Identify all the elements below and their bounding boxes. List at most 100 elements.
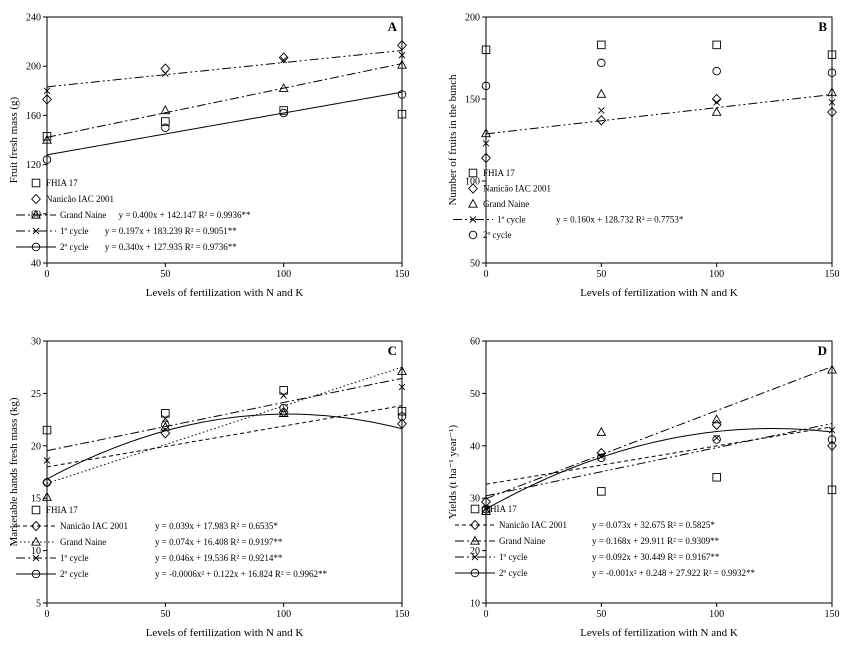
panel-letter: C xyxy=(388,343,397,358)
y-tick-label: 30 xyxy=(470,494,480,505)
x-tick-label: 150 xyxy=(825,609,840,620)
data-point-2-cycle xyxy=(481,81,491,91)
data-point-1-cycle xyxy=(598,107,605,114)
data-point-nanic-o-iac-2001 xyxy=(160,427,171,439)
y-tick-label: 240 xyxy=(26,13,41,24)
data-point-grand-naine xyxy=(397,366,407,376)
legend-equation-grand-naine: y = 0.400x + 142.147 R² = 0.9936** xyxy=(119,210,251,220)
data-point-fhia-17 xyxy=(712,40,721,50)
data-point-1-cycle xyxy=(482,505,490,512)
legend-label-fhia-17: FHIA 17 xyxy=(483,168,515,178)
fit-line-nanic-o-iac-2001 xyxy=(485,426,833,485)
legend-label-2-cycle: 2º cycle xyxy=(499,568,528,578)
y-axis-label: Marketable hands fresh mass (kg) xyxy=(8,397,20,546)
data-point-grand-naine xyxy=(711,414,722,424)
legend: FHIA 17 Nanicão IAC 2001 y = 0.039x + 17.9… xyxy=(16,505,327,579)
x-tick-label: 150 xyxy=(825,269,840,280)
data-point-nanic-o-iac-2001 xyxy=(160,63,171,74)
legend-label-fhia-17: FHIA 17 xyxy=(46,178,78,188)
chart-panel-d: 0 50 100 150 10 20 30 40 50 60 Levels of fertiliza… xyxy=(447,337,840,640)
legend-marker-fhia-17 xyxy=(31,178,41,188)
data-point-nanic-o-iac-2001 xyxy=(397,418,407,430)
data-point-fhia-17 xyxy=(279,106,288,115)
data-point-2-cycle xyxy=(42,478,52,487)
panel-letter: B xyxy=(818,19,827,34)
fit-line-2-cycle xyxy=(46,91,403,156)
y-tick-label: 120 xyxy=(26,160,41,171)
data-point-nanic-o-iac-2001 xyxy=(596,447,607,459)
y-tick-label: 30 xyxy=(31,337,41,348)
y-tick-label: 50 xyxy=(470,259,480,270)
data-point-nanic-o-iac-2001 xyxy=(42,94,52,105)
legend-label-grand-naine: Grand Naine xyxy=(60,210,106,220)
legend-marker-fhia-17 xyxy=(470,504,480,514)
legend-label-grand-naine: Grand Naine xyxy=(60,537,106,547)
legend-marker-grand-naine xyxy=(31,536,41,546)
x-tick-label: 50 xyxy=(160,609,170,620)
data-point-1-cycle xyxy=(162,70,169,77)
data-point-2-cycle xyxy=(481,504,491,514)
y-tick-label: 100 xyxy=(465,177,480,188)
data-point-grand-naine xyxy=(827,364,837,374)
fit-line-nanic-o-iac-2001 xyxy=(46,405,403,468)
data-point-grand-naine xyxy=(42,491,52,501)
data-point-fhia-17 xyxy=(42,425,52,435)
fit-line-1-cycle xyxy=(485,94,833,135)
y-tick-label: 10 xyxy=(470,599,480,610)
data-point-1-cycle xyxy=(280,392,287,399)
y-tick-label: 50 xyxy=(470,389,480,400)
chart-panel-c: 0 50 100 150 5 10 15 20 25 30 Levels of fertilizat… xyxy=(8,337,410,640)
y-tick-label: 25 xyxy=(31,389,41,400)
legend-label-fhia-17: FHIA 17 xyxy=(485,504,517,514)
legend-equation-nanic-o-iac-2001: y = 0.039x + 17.983 R² = 0.6535* xyxy=(155,521,278,531)
data-point-1-cycle xyxy=(828,98,836,106)
legend-label-nanic-o-iac-2001: Nanicão IAC 2001 xyxy=(60,521,128,531)
legend: FHIA 17 Nanicão IAC 2001 Grand Naine y = 0.… xyxy=(16,178,251,252)
legend-equation-2-cycle: y = -0.0006x² + 0.122x + 16.824 R² = 0.9… xyxy=(155,569,327,579)
x-tick-label: 0 xyxy=(484,609,489,620)
y-tick-label: 40 xyxy=(31,259,41,270)
y-axis-label: Yields (t ha⁻¹ year⁻¹) xyxy=(447,425,459,520)
data-point-nanic-o-iac-2001 xyxy=(42,477,52,488)
y-tick-label: 40 xyxy=(470,441,480,452)
plot-frame xyxy=(46,340,403,604)
x-tick-label: 0 xyxy=(45,609,50,620)
legend-marker-nanic-o-iac-2001 xyxy=(31,520,41,532)
legend-label-2-cycle: 2º cycle xyxy=(60,242,89,252)
data-point-fhia-17 xyxy=(397,406,407,416)
data-point-grand-naine xyxy=(596,88,607,98)
x-axis-label: Levels of fertilization with N and K xyxy=(146,287,304,299)
legend-label-1-cycle: 1º cycle xyxy=(60,226,89,236)
data-point-2-cycle xyxy=(597,453,606,463)
data-point-nanic-o-iac-2001 xyxy=(596,115,607,126)
data-point-1-cycle xyxy=(280,56,287,64)
data-point-2-cycle xyxy=(397,90,407,99)
y-tick-label: 150 xyxy=(465,95,480,106)
data-point-1-cycle xyxy=(43,87,51,95)
legend: FHIA 17 Nanicão IAC 2001 y = 0.073x + 32.6… xyxy=(455,504,755,578)
data-point-fhia-17 xyxy=(597,487,606,496)
legend-marker-grand-naine xyxy=(31,209,41,219)
y-tick-label: 10 xyxy=(31,546,41,557)
fit-line-grand-naine xyxy=(485,366,833,500)
data-point-fhia-17 xyxy=(161,409,170,418)
x-tick-label: 0 xyxy=(45,269,50,280)
data-point-1-cycle xyxy=(828,426,836,434)
legend-equation-nanic-o-iac-2001: y = 0.073x + 32.675 R² = 0.5825* xyxy=(592,520,715,530)
y-axis-label: Number of fruits in the bunch xyxy=(447,74,459,206)
data-point-2-cycle xyxy=(42,155,52,164)
data-point-2-cycle xyxy=(827,68,837,78)
legend: FHIA 17 Nanicão IAC 2001 Grand Naine 1º cyc… xyxy=(453,168,684,240)
data-point-nanic-o-iac-2001 xyxy=(711,419,722,431)
legend-label-fhia-17: FHIA 17 xyxy=(46,505,78,515)
legend-label-2-cycle: 2º cycle xyxy=(483,230,512,240)
data-point-grand-naine xyxy=(278,83,289,92)
data-point-nanic-o-iac-2001 xyxy=(397,40,407,51)
fit-line-1-cycle xyxy=(485,423,833,497)
fit-line-1-cycle xyxy=(46,377,403,452)
plot-frame xyxy=(485,16,833,264)
x-tick-label: 100 xyxy=(709,269,724,280)
data-point-1-cycle xyxy=(713,98,720,106)
fit-line-1-cycle xyxy=(46,49,403,88)
legend-equation-2-cycle: y = -0.001x² + 0.248 + 27.922 R² = 0.993… xyxy=(592,568,755,578)
